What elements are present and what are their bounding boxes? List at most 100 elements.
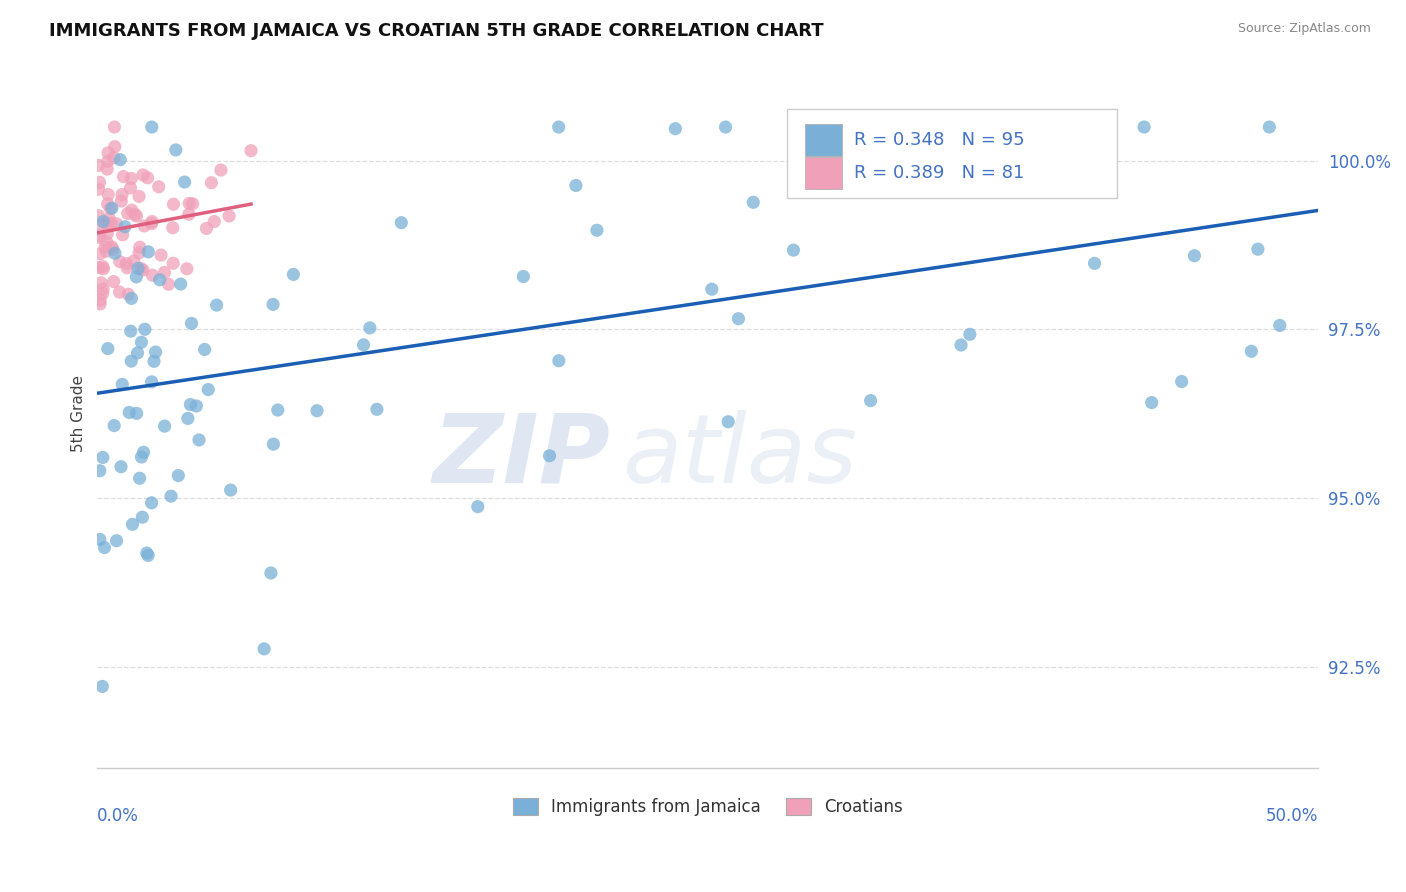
Point	[111, 377, 134, 392]
Point	[177, 411, 200, 425]
Point	[145, 345, 167, 359]
Point	[167, 468, 190, 483]
Point	[176, 261, 198, 276]
Point	[91, 680, 114, 694]
Point	[148, 179, 170, 194]
Point	[125, 406, 148, 420]
Point	[110, 459, 132, 474]
Point	[132, 445, 155, 459]
Point	[389, 216, 412, 230]
Point	[93, 541, 115, 555]
Point	[103, 418, 125, 433]
Point	[188, 433, 211, 447]
Point	[1083, 256, 1105, 270]
Point	[782, 243, 804, 257]
Point	[859, 393, 882, 408]
Point	[538, 449, 561, 463]
Point	[91, 286, 114, 301]
Point	[124, 207, 146, 221]
Point	[129, 261, 152, 276]
Point	[180, 317, 202, 331]
Point	[96, 244, 118, 259]
Point	[100, 216, 122, 230]
Point	[135, 546, 157, 560]
Point	[120, 181, 142, 195]
Point	[128, 189, 150, 203]
Legend: Immigrants from Jamaica, Croatians: Immigrants from Jamaica, Croatians	[506, 791, 910, 823]
Point	[110, 153, 132, 167]
Point	[108, 285, 131, 299]
FancyBboxPatch shape	[787, 109, 1116, 198]
Point	[128, 240, 150, 254]
Point	[89, 228, 111, 243]
Point	[122, 254, 145, 268]
Point	[150, 248, 173, 262]
FancyBboxPatch shape	[806, 157, 842, 189]
Text: ZIP: ZIP	[432, 409, 610, 502]
Point	[950, 338, 973, 352]
Point	[90, 276, 112, 290]
Point	[1170, 375, 1192, 389]
Point	[959, 327, 981, 342]
Point	[157, 277, 180, 292]
Point	[700, 282, 723, 296]
Point	[136, 549, 159, 563]
Point	[111, 227, 134, 242]
Point	[586, 223, 609, 237]
Point	[240, 144, 263, 158]
Point	[87, 230, 110, 244]
Point	[96, 235, 118, 250]
Point	[89, 297, 111, 311]
Point	[134, 219, 156, 233]
Point	[114, 219, 136, 234]
Text: R = 0.389   N = 81: R = 0.389 N = 81	[855, 164, 1025, 182]
Point	[97, 187, 120, 202]
Point	[149, 273, 172, 287]
Point	[87, 182, 110, 196]
Point	[97, 145, 120, 160]
Point	[1063, 120, 1085, 134]
Point	[105, 533, 128, 548]
Point	[359, 321, 381, 335]
Point	[179, 398, 201, 412]
Text: IMMIGRANTS FROM JAMAICA VS CROATIAN 5TH GRADE CORRELATION CHART: IMMIGRANTS FROM JAMAICA VS CROATIAN 5TH …	[49, 22, 824, 40]
Point	[89, 293, 111, 307]
Point	[253, 641, 276, 656]
Point	[262, 297, 284, 311]
Point	[132, 168, 155, 182]
Point	[181, 196, 204, 211]
Point	[87, 260, 110, 275]
Point	[87, 158, 110, 172]
Point	[547, 120, 569, 134]
Point	[195, 221, 218, 235]
Text: R = 0.348   N = 95: R = 0.348 N = 95	[855, 130, 1025, 149]
Point	[127, 261, 149, 276]
Point	[1060, 134, 1083, 148]
Point	[98, 211, 121, 226]
Point	[1247, 242, 1270, 256]
Point	[141, 214, 163, 228]
Point	[131, 335, 153, 350]
Point	[305, 403, 328, 417]
Point	[89, 533, 111, 547]
Point	[141, 268, 163, 283]
Point	[467, 500, 489, 514]
Point	[104, 246, 127, 260]
Point	[169, 277, 191, 291]
Point	[1258, 120, 1281, 134]
Point	[96, 227, 118, 241]
Point	[131, 450, 153, 464]
Point	[1088, 128, 1111, 143]
Point	[91, 282, 114, 296]
Point	[111, 187, 134, 202]
Point	[141, 217, 163, 231]
Point	[165, 143, 187, 157]
Point	[209, 163, 232, 178]
Point	[202, 214, 225, 228]
Point	[101, 243, 124, 257]
Point	[714, 120, 737, 134]
Point	[120, 324, 142, 338]
Point	[117, 206, 139, 220]
Point	[100, 240, 122, 254]
Point	[96, 162, 118, 177]
